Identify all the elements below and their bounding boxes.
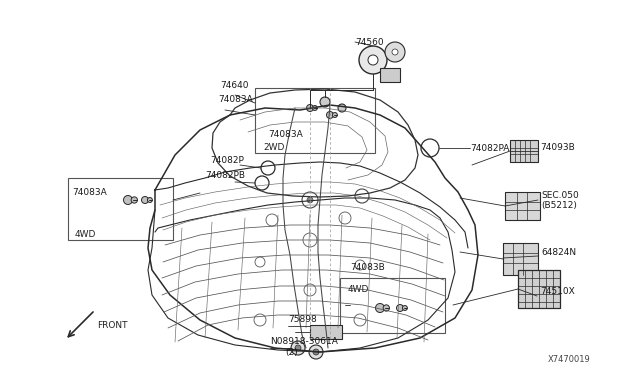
Text: 74083A: 74083A [268, 129, 303, 138]
Text: 75898: 75898 [288, 315, 317, 324]
Text: 4WD: 4WD [75, 230, 97, 239]
Circle shape [403, 305, 407, 311]
Circle shape [131, 197, 138, 203]
Text: 2WD: 2WD [263, 143, 284, 152]
Bar [68, 178, 173, 240]
Bar [510, 140, 538, 162]
Circle shape [359, 46, 387, 74]
Text: 64824N: 64824N [541, 247, 576, 257]
Circle shape [338, 104, 346, 112]
Text: X7470019: X7470019 [547, 356, 590, 365]
Bar [380, 68, 400, 82]
Text: 74560: 74560 [355, 38, 383, 46]
Circle shape [385, 42, 405, 62]
Text: 74510X: 74510X [540, 288, 575, 296]
Bar [518, 270, 560, 308]
Text: FRONT: FRONT [97, 321, 127, 330]
Text: (2): (2) [285, 349, 298, 357]
Circle shape [147, 198, 152, 202]
Circle shape [295, 345, 301, 351]
Text: 74082PB: 74082PB [205, 170, 245, 180]
Text: 74083A: 74083A [72, 187, 107, 196]
Circle shape [291, 341, 305, 355]
Circle shape [376, 304, 385, 312]
Circle shape [313, 349, 319, 355]
Circle shape [368, 55, 378, 65]
Text: 74083A: 74083A [218, 94, 253, 103]
Bar [340, 278, 445, 333]
Circle shape [141, 196, 148, 203]
Text: 74093B: 74093B [540, 142, 575, 151]
Circle shape [124, 196, 132, 205]
Circle shape [397, 305, 403, 311]
Text: (B5212): (B5212) [541, 201, 577, 209]
Text: N08918-3061A: N08918-3061A [270, 337, 338, 346]
Text: 74082P: 74082P [210, 155, 244, 164]
Bar [255, 88, 375, 153]
Circle shape [326, 112, 333, 119]
Bar [505, 192, 540, 220]
Circle shape [392, 49, 398, 55]
Text: 74082PA: 74082PA [470, 144, 509, 153]
Text: 4WD: 4WD [348, 285, 369, 294]
Circle shape [312, 106, 317, 110]
Circle shape [307, 197, 313, 203]
Text: 74083B: 74083B [350, 263, 385, 273]
Circle shape [383, 305, 390, 311]
Text: SEC.050: SEC.050 [541, 190, 579, 199]
Circle shape [332, 113, 337, 118]
Circle shape [309, 345, 323, 359]
Circle shape [320, 97, 330, 107]
Circle shape [307, 105, 314, 112]
Bar [310, 325, 342, 339]
Bar [503, 243, 538, 275]
Text: 74640: 74640 [220, 80, 248, 90]
